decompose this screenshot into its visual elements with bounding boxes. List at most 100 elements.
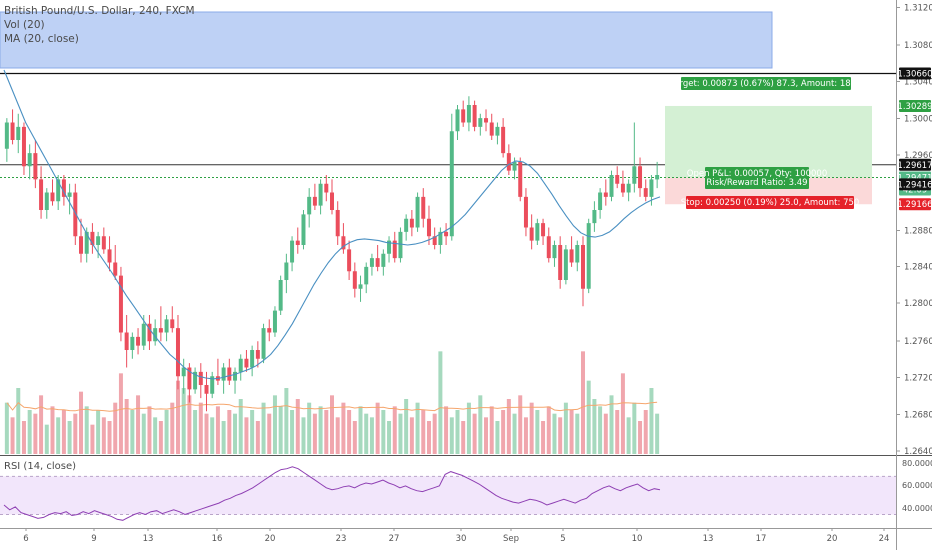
symbol-title: British Pound/U.S. Dollar, 240, FXCM [4, 5, 195, 17]
candle-body [272, 310, 277, 333]
candle-body [375, 258, 380, 267]
volume-bar [632, 402, 637, 454]
moving-average-line [3, 69, 661, 380]
candle [50, 179, 55, 206]
candle-body [404, 218, 409, 232]
candle-body [381, 253, 386, 267]
volume-bar [227, 410, 232, 454]
candle [67, 183, 72, 215]
candle-body [426, 218, 431, 237]
candle-body [489, 122, 494, 136]
candle-body [421, 196, 426, 219]
candle-body [307, 196, 312, 215]
pnl-label-bg [705, 167, 809, 189]
candle [290, 236, 295, 272]
candle-body [620, 183, 625, 193]
candle-body [358, 284, 363, 289]
candle [506, 144, 511, 175]
candle [33, 140, 38, 189]
volume-bar [10, 417, 15, 454]
candle [170, 306, 175, 333]
candle-body [255, 350, 260, 359]
volume-bar [164, 410, 169, 454]
candle-body [295, 240, 300, 245]
volume-bar [250, 410, 255, 454]
volume-bar [495, 421, 500, 454]
volume-bar [96, 410, 101, 454]
candle-body [67, 192, 72, 197]
candle-body [472, 105, 477, 127]
time-tick-label: 16 [212, 534, 223, 544]
candle-body [392, 240, 397, 259]
price-tick-label: 1.30800 [904, 41, 932, 51]
volume-bar [238, 399, 243, 454]
candle-body [101, 236, 106, 250]
volume-bar [432, 413, 437, 454]
volume-bar [136, 395, 141, 454]
candle [101, 227, 106, 254]
candle [113, 245, 118, 280]
resistance-price-badge: 1.30660 [897, 67, 932, 80]
volume-bar [484, 417, 489, 454]
candle-body [341, 236, 346, 250]
target-label-text: Target: 0.00873 (0.67%) 87.3, Amount: 18… [670, 79, 862, 89]
candle-body [153, 328, 158, 342]
candle [318, 179, 323, 215]
volume-bar [33, 413, 38, 454]
volume-bar [655, 413, 660, 454]
volume-bar [107, 421, 112, 454]
candle [358, 275, 363, 302]
time-tick-label: 24 [879, 534, 890, 544]
volume-bar [461, 421, 466, 454]
volume-bar [284, 388, 289, 454]
volume-bar [523, 417, 528, 454]
candle [210, 371, 215, 399]
candle [455, 105, 460, 140]
candle-body [261, 328, 266, 359]
volume-bar [409, 417, 414, 454]
price-tick-label: 1.30000 [904, 115, 932, 125]
candle-body [147, 323, 152, 342]
volume-bar [586, 380, 591, 454]
candle [575, 240, 580, 272]
candle [39, 166, 44, 219]
time-tick-label: 9 [91, 534, 96, 544]
countdown-badge-text: 42:09 [903, 186, 928, 196]
volume-bar [546, 406, 551, 454]
volume-bar [44, 424, 49, 454]
volume-bar [375, 402, 380, 454]
candle-body [79, 236, 84, 254]
volume-bar [398, 413, 403, 454]
ma-study-label: MA (20, close) [4, 33, 79, 45]
time-tick-label: 30 [456, 534, 467, 544]
volume-bar [563, 402, 568, 454]
candle [541, 218, 546, 245]
volume-bar [272, 395, 277, 454]
candle [364, 262, 369, 294]
candle [193, 367, 198, 394]
candle [335, 201, 340, 245]
volume-bar [415, 402, 420, 454]
volume-study-label: Vol (20) [4, 19, 45, 31]
candle [563, 245, 568, 285]
candle [529, 214, 534, 250]
stop-price-badge: 1.29166 [897, 198, 932, 211]
candle-body [136, 336, 141, 346]
candle-body [575, 245, 580, 263]
volume-bar [79, 391, 84, 454]
candle-body [16, 126, 21, 140]
stop-price-badge-text: 1.29166 [897, 200, 932, 210]
volume-bar [643, 410, 648, 454]
rsi-band [0, 476, 896, 515]
volume-bar [118, 373, 123, 454]
candle [409, 210, 414, 237]
candle-body [369, 258, 374, 267]
candle [609, 170, 614, 202]
candle [312, 183, 317, 210]
candle [432, 227, 437, 250]
resistance-price-badge-bg [899, 67, 931, 80]
volume-bar [529, 402, 534, 454]
candle-body [518, 161, 523, 197]
